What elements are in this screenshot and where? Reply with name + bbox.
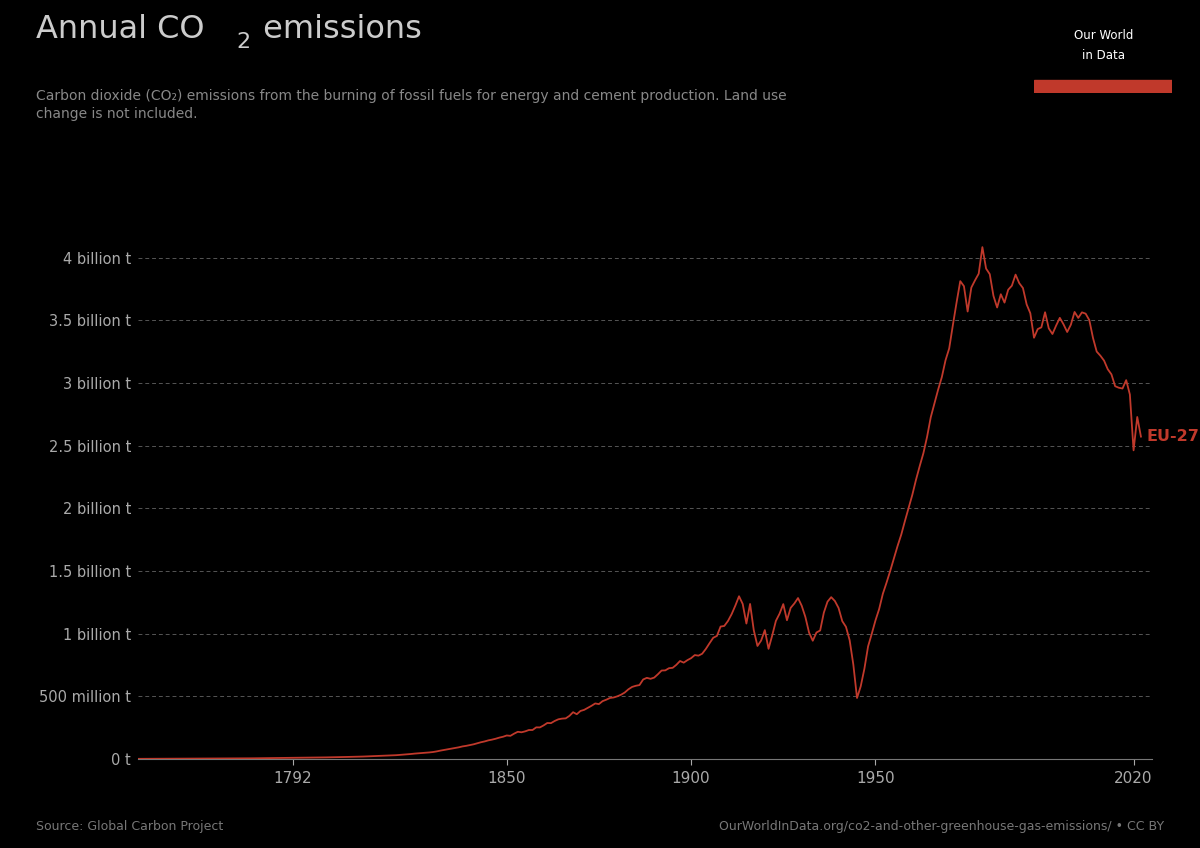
Text: Annual CO: Annual CO bbox=[36, 14, 204, 45]
Bar bbox=[1034, 80, 1172, 93]
Text: Carbon dioxide (CO₂) emissions from the burning of fossil fuels for energy and c: Carbon dioxide (CO₂) emissions from the … bbox=[36, 89, 787, 121]
Text: emissions: emissions bbox=[253, 14, 422, 45]
Text: Source: Global Carbon Project: Source: Global Carbon Project bbox=[36, 820, 223, 833]
Text: 2: 2 bbox=[236, 32, 251, 53]
Text: EU-27: EU-27 bbox=[1146, 429, 1199, 444]
Text: in Data: in Data bbox=[1082, 49, 1124, 63]
Text: Our World: Our World bbox=[1074, 29, 1133, 42]
Text: OurWorldInData.org/co2-and-other-greenhouse-gas-emissions/ • CC BY: OurWorldInData.org/co2-and-other-greenho… bbox=[719, 820, 1164, 833]
